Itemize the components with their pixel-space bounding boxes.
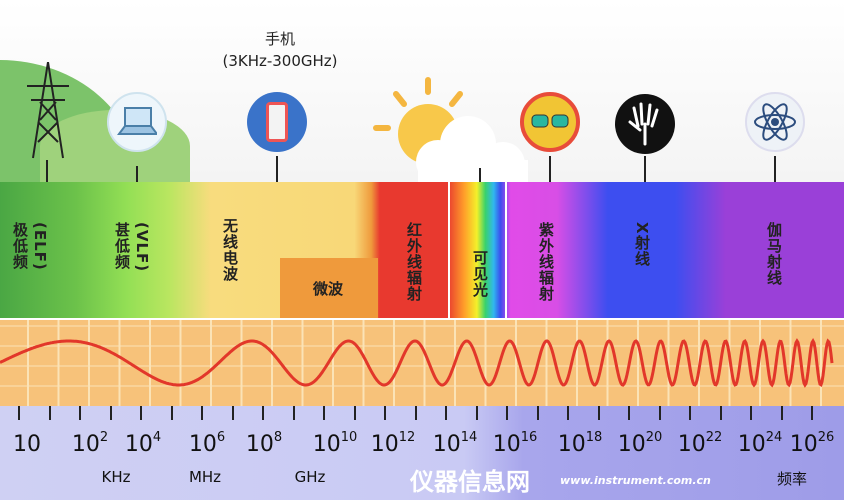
tick-mark — [140, 406, 142, 420]
tick-label: 1016 — [492, 430, 538, 457]
power-tower-icon — [27, 62, 69, 159]
tick-mark — [201, 406, 203, 420]
band-microwave: 微波 — [313, 280, 344, 298]
wave-panel — [0, 320, 844, 406]
microwave-block — [280, 258, 378, 318]
tick-mark — [628, 406, 630, 420]
tick-label: 1026 — [789, 430, 835, 457]
tick-mark — [719, 406, 722, 420]
phone-frequency-range: (3KHz-300GHz) — [222, 52, 338, 70]
tick-mark — [567, 406, 569, 420]
tick-mark — [414, 406, 417, 420]
phone-label: 手机 (3KHz-300GHz) — [200, 28, 360, 72]
tick-mark — [689, 406, 691, 420]
laptop-icon — [107, 92, 167, 152]
divider — [505, 182, 507, 318]
band-xray: X射线 — [633, 222, 651, 267]
tick-mark — [811, 406, 813, 420]
tick-label: 106 — [188, 430, 226, 457]
tick-mark — [750, 406, 752, 420]
tick-mark — [445, 406, 447, 420]
tick-label: 102 — [71, 430, 109, 457]
axis-title: 频率 — [776, 470, 808, 488]
band-visible: 可见光 — [471, 250, 489, 298]
mobile-phone-icon — [247, 92, 307, 152]
band-elf: 极低频 (ELF) — [10, 222, 49, 271]
tick-mark — [79, 406, 81, 420]
tick-mark — [536, 406, 539, 420]
tick-mark — [384, 406, 386, 420]
tick-mark — [475, 406, 478, 420]
tick-mark — [353, 406, 356, 420]
tick-label: 1012 — [370, 430, 416, 457]
sun-icon — [373, 77, 528, 182]
band-vlf-name: 甚低频 — [113, 222, 131, 270]
band-infrared: 红外线辐射 — [405, 222, 423, 302]
tick-mark — [658, 406, 661, 420]
wave-curve — [0, 320, 844, 406]
band-gamma: 伽马射线 — [765, 222, 783, 286]
watermark-url: www.instrument.com.cn — [560, 474, 711, 487]
tick-mark — [48, 406, 51, 420]
band-elf-name: 极低频 — [11, 222, 29, 270]
tick-mark — [231, 406, 234, 420]
tick-mark — [597, 406, 600, 420]
tick-mark — [292, 406, 295, 420]
tick-mark — [780, 406, 783, 420]
tick-label: 1014 — [432, 430, 478, 457]
tick-label: 1018 — [557, 430, 603, 457]
tick-label: 108 — [245, 430, 283, 457]
tick-mark — [109, 406, 112, 420]
tick-mark — [323, 406, 325, 420]
phone-title: 手机 — [264, 30, 295, 48]
band-vlf-abbr: (VLF) — [133, 222, 151, 273]
tick-mark — [18, 406, 20, 420]
spectrum-gradient — [0, 182, 844, 318]
spectrum-band: 极低频 (ELF) 甚低频 (VLF) 无线电波 微波 红外线辐射 可见光 紫外线辐… — [0, 182, 844, 318]
band-radio: 无线电波 — [221, 218, 239, 282]
tick-label: 10 — [13, 432, 41, 457]
frequency-axis: 10 102 104 106 108 1010 1012 1014 1016 1018 1020 10… — [0, 406, 844, 500]
tick-label: 1024 — [737, 430, 783, 457]
tick-mark — [262, 406, 264, 420]
illustration-area: 手机 (3KHz-300GHz) — [0, 0, 844, 189]
tick-label: 1022 — [677, 430, 723, 457]
tick-label: 1010 — [312, 430, 358, 457]
band-elf-abbr: (ELF) — [31, 222, 49, 271]
wave-line — [0, 337, 834, 388]
tick-mark — [170, 406, 173, 420]
unit-khz: KHz — [101, 468, 131, 486]
watermark-logo: 仪器信息网 — [410, 468, 530, 496]
tick-label: 1020 — [617, 430, 663, 457]
unit-ghz: GHz — [294, 468, 326, 486]
xray-hand-icon — [615, 94, 675, 154]
atom-icon — [745, 92, 805, 152]
tick-label: 104 — [124, 430, 162, 457]
divider — [448, 182, 450, 318]
band-vlf: 甚低频 (VLF) — [112, 222, 151, 272]
sunglasses-icon — [520, 92, 580, 152]
unit-mhz: MHz — [188, 468, 222, 486]
band-ultraviolet: 紫外线辐射 — [537, 222, 555, 302]
tick-mark — [506, 406, 508, 420]
